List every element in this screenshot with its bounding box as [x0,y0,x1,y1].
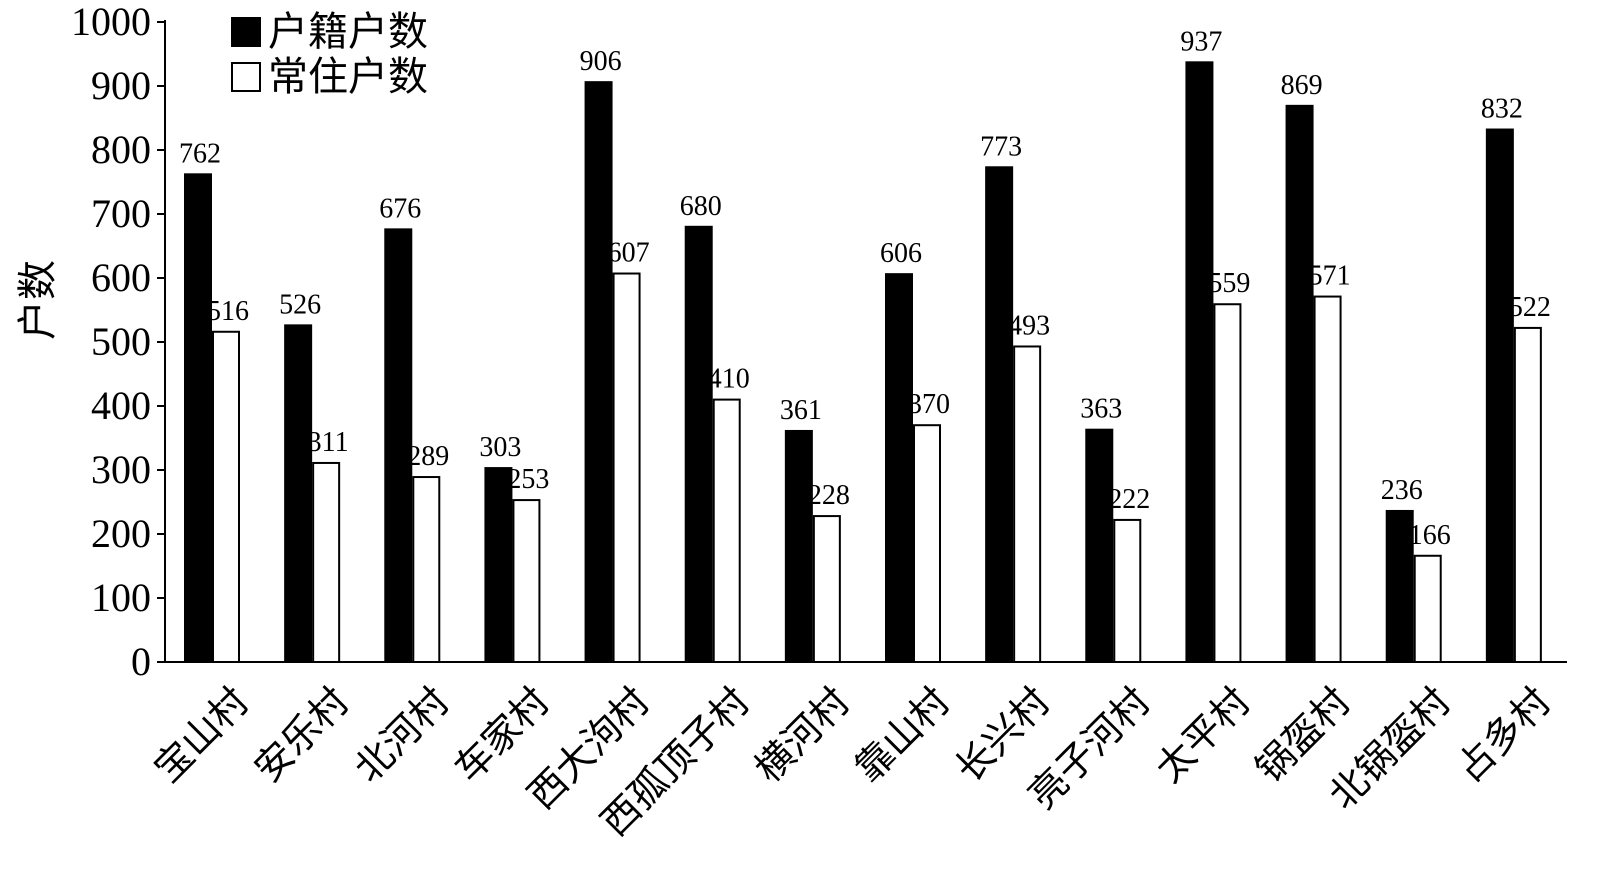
data-label: 410 [708,364,750,395]
data-label: 516 [207,296,249,327]
y-tick-label: 200 [91,511,151,556]
legend-swatch-hukou [231,17,261,47]
data-label: 236 [1381,475,1423,506]
bar [1385,509,1414,663]
x-tick-label: 宝山村 [145,679,257,791]
data-label: 363 [1080,394,1122,425]
data-label: 166 [1409,520,1451,551]
y-axis-title: 户数 [15,260,61,340]
bar [284,324,313,663]
legend-swatch-resident [231,62,261,92]
data-label: 606 [880,238,922,269]
data-label: 370 [908,389,950,420]
x-tick-label: 安乐村 [246,679,358,791]
x-tick-label: 靠山村 [846,679,958,791]
data-label: 311 [308,427,349,458]
bar [1485,128,1514,663]
data-label: 676 [379,193,421,224]
y-tick-label: 700 [91,191,151,236]
data-label: 559 [1208,268,1250,299]
bar [1513,326,1542,663]
bar [913,424,941,664]
data-label: 361 [780,395,822,426]
y-tick-label: 600 [91,255,151,300]
bar [885,273,913,663]
bar [384,228,413,664]
bar [1013,345,1042,663]
bar [684,225,713,664]
y-tick-label: 500 [91,319,151,364]
y-tick-label: 100 [91,575,151,620]
bar [812,515,841,664]
data-label: 832 [1481,94,1523,125]
bar [1185,61,1214,663]
data-label: 869 [1281,70,1323,101]
data-label: 607 [608,238,650,269]
bar [784,429,813,663]
bar [412,476,441,664]
bar [612,272,641,663]
bar [1313,295,1342,663]
y-tick-label: 1000 [71,0,151,44]
y-axis-ticks: 0 100 200 300 400 500 600 700 800 900 1000 [71,0,165,684]
bar [1113,518,1142,663]
data-label: 303 [479,432,521,463]
x-tick-label: 太平村 [1147,679,1259,791]
bar [184,173,212,663]
y-tick-label: 900 [91,63,151,108]
data-label: 937 [1180,26,1222,57]
data-label: 228 [808,480,850,511]
data-label: 493 [1008,310,1050,341]
x-axis-labels: 宝山村安乐村北河村车家村西大泃村西孤顶子村横河村靠山村长兴村亮子河村太平村锅盔村… [145,679,1559,844]
bar [1413,554,1442,664]
data-label: 773 [980,131,1022,162]
bar [512,499,541,663]
data-label: 222 [1108,484,1150,515]
y-tick-label: 400 [91,383,151,428]
data-labels: 762 526 676 303 906 680 361 606 773 363 937 869 236 8… [179,26,1551,550]
bars [184,61,1542,664]
bar [712,398,741,663]
bar [584,81,613,664]
x-tick-label: 占多村 [1447,679,1559,791]
data-label: 526 [279,289,321,320]
legend: 户籍户数 常住户数 [231,9,428,100]
y-tick-label: 800 [91,127,151,172]
data-label: 522 [1509,292,1551,323]
x-tick-label: 横河村 [746,679,858,791]
y-tick-label: 300 [91,447,151,492]
bar [212,330,240,663]
x-tick-label: 北河村 [346,679,458,791]
legend-label-resident: 常住户数 [268,54,428,100]
data-label: 289 [407,441,449,472]
bar [484,467,513,663]
bar [985,166,1014,663]
data-label: 762 [179,138,221,169]
bar [1213,303,1242,663]
data-label: 571 [1309,261,1351,292]
bar [312,461,341,663]
data-label: 680 [680,191,722,222]
y-tick-label: 0 [131,639,151,684]
data-label: 253 [507,464,549,495]
bar [1285,104,1314,663]
legend-label-hukou: 户籍户数 [268,9,428,55]
bar [1085,428,1114,663]
data-label: 906 [580,46,622,77]
